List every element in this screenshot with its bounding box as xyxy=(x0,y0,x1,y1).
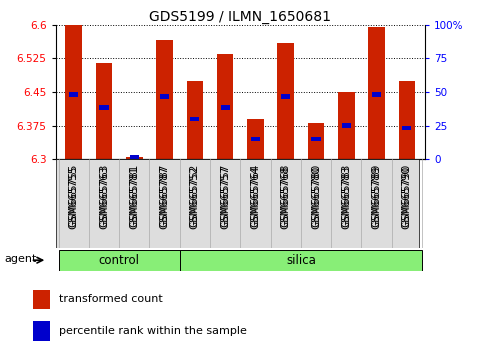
Bar xyxy=(221,105,230,110)
Text: GSM665783: GSM665783 xyxy=(341,164,351,227)
Bar xyxy=(99,105,109,110)
Bar xyxy=(33,290,50,309)
Text: percentile rank within the sample: percentile rank within the sample xyxy=(59,326,247,336)
Text: agent: agent xyxy=(4,254,37,264)
Bar xyxy=(281,94,290,99)
Text: GSM665789: GSM665789 xyxy=(371,164,382,227)
Text: GSM665768: GSM665768 xyxy=(281,164,291,227)
Text: GSM665790: GSM665790 xyxy=(402,164,412,227)
Bar xyxy=(69,92,78,97)
Bar xyxy=(247,119,264,159)
Text: GSM665755: GSM665755 xyxy=(69,165,79,229)
Text: GSM665780: GSM665780 xyxy=(311,165,321,229)
Bar xyxy=(186,81,203,159)
Bar xyxy=(126,157,142,159)
Text: GSM665768: GSM665768 xyxy=(281,165,291,229)
Text: GSM665787: GSM665787 xyxy=(159,164,170,227)
Text: GSM665752: GSM665752 xyxy=(190,164,200,227)
Bar xyxy=(65,25,82,159)
Bar xyxy=(402,126,412,130)
Text: GSM665755: GSM665755 xyxy=(69,164,79,227)
Bar xyxy=(372,92,381,97)
Text: GSM665764: GSM665764 xyxy=(251,164,260,227)
Bar xyxy=(160,94,169,99)
Text: GSM665763: GSM665763 xyxy=(99,164,109,227)
Text: silica: silica xyxy=(286,254,316,267)
Text: GSM665757: GSM665757 xyxy=(220,164,230,227)
Bar xyxy=(190,117,199,121)
Text: GSM665780: GSM665780 xyxy=(311,164,321,227)
Bar xyxy=(96,63,113,159)
Bar xyxy=(312,137,321,141)
Text: GSM665781: GSM665781 xyxy=(129,165,139,229)
Text: transformed count: transformed count xyxy=(59,294,163,304)
Text: GSM665757: GSM665757 xyxy=(220,165,230,229)
Bar xyxy=(130,155,139,159)
Text: control: control xyxy=(99,254,140,267)
Bar xyxy=(180,250,422,271)
Text: GSM665789: GSM665789 xyxy=(371,165,382,229)
Text: GSM665764: GSM665764 xyxy=(251,165,260,229)
Text: GSM665783: GSM665783 xyxy=(341,165,351,229)
Title: GDS5199 / ILMN_1650681: GDS5199 / ILMN_1650681 xyxy=(149,10,331,24)
Bar xyxy=(368,27,385,159)
Bar xyxy=(341,124,351,128)
Text: GSM665752: GSM665752 xyxy=(190,165,200,229)
Text: GSM665790: GSM665790 xyxy=(402,165,412,229)
Bar xyxy=(398,81,415,159)
Text: GSM665787: GSM665787 xyxy=(159,165,170,229)
Bar xyxy=(33,321,50,341)
Bar xyxy=(217,54,233,159)
Bar xyxy=(58,250,180,271)
Bar xyxy=(277,43,294,159)
Text: GSM665781: GSM665781 xyxy=(129,164,139,227)
Bar xyxy=(251,137,260,141)
Bar xyxy=(156,40,173,159)
Text: GSM665763: GSM665763 xyxy=(99,165,109,229)
Bar xyxy=(308,124,325,159)
Bar xyxy=(338,92,355,159)
